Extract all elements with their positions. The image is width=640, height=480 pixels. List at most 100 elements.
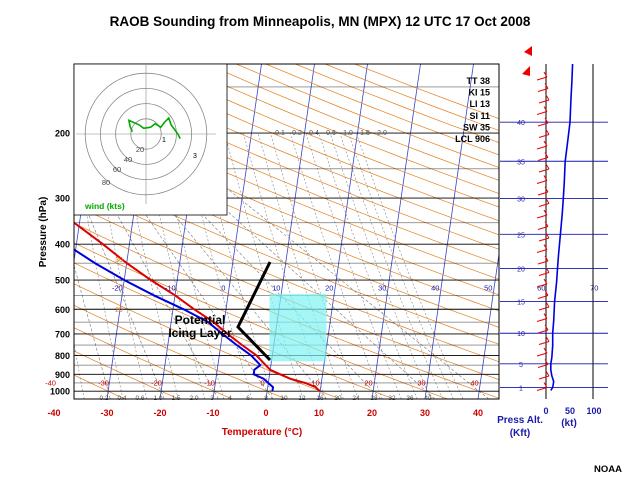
skew-label-row2: 0 xyxy=(260,378,264,387)
icing-annotation: Potential Icing Layer xyxy=(168,313,232,340)
wind-barb xyxy=(537,157,549,161)
altitude-tick-label: 20 xyxy=(517,267,525,274)
mixing-ratio-line xyxy=(318,133,418,399)
y-axis-label: Pressure (hPa) xyxy=(38,197,49,268)
mixing-ratio-line xyxy=(270,133,359,399)
icing-layer-shading xyxy=(269,293,327,362)
y-tick-label: 200 xyxy=(55,129,70,139)
wind-barb xyxy=(538,168,550,173)
icing-bracket xyxy=(236,261,272,362)
dewpoint-profile xyxy=(74,248,275,392)
isotherm-line xyxy=(371,64,421,399)
wind-barb xyxy=(543,71,548,78)
dry-adiabat xyxy=(0,64,71,399)
index-sw: SW 35 xyxy=(463,122,490,132)
mixing-ratio-line xyxy=(305,133,402,399)
hodograph-ring-label: 80 xyxy=(102,178,110,187)
mixing-ratio-label-top: 0.4 xyxy=(309,130,319,137)
wind-barb xyxy=(536,283,548,288)
wind-barb xyxy=(543,347,548,354)
wind-barb xyxy=(544,359,549,365)
x-tick-label: -40 xyxy=(47,408,60,418)
hodograph-marker-label: 1 xyxy=(162,137,166,144)
credit: NOAA xyxy=(594,464,622,475)
wind-speed-tick-label: 0 xyxy=(543,406,548,416)
skew-label-row2: -30 xyxy=(98,378,109,387)
index-tt: TT 38 xyxy=(466,76,490,86)
wind-barb xyxy=(545,163,550,170)
mixing-ratio-line xyxy=(289,133,383,399)
dry-adiabat xyxy=(74,222,499,399)
x-tick-label: 0 xyxy=(263,408,268,418)
x-tick-label: 20 xyxy=(367,408,377,418)
dry-adiabat xyxy=(74,242,448,399)
mixing-ratio-label-top: 2.0 xyxy=(377,130,387,137)
index-ki: KI 15 xyxy=(468,88,490,98)
adiabat-side-label: 20 xyxy=(115,307,123,314)
moist-adiabat xyxy=(131,124,436,399)
x-tick-label: 40 xyxy=(473,408,483,418)
y-tick-label: 500 xyxy=(55,276,70,286)
x-tick-label: 10 xyxy=(314,408,324,418)
mixing-ratio-line xyxy=(141,133,205,399)
skew-label-row2: -40 xyxy=(45,378,56,387)
mixing-ratio-line xyxy=(243,133,326,399)
moist-adiabat xyxy=(83,124,273,399)
altitude-tick-label: 10 xyxy=(517,331,525,338)
mixing-ratio-line xyxy=(199,133,274,399)
wind-barb xyxy=(538,237,550,242)
wind-speed-profile xyxy=(549,64,574,391)
moist-adiabat xyxy=(74,135,219,399)
dry-adiabat xyxy=(74,304,287,399)
mixing-ratio-label-top: 0.2 xyxy=(292,130,302,137)
wind-barb xyxy=(545,198,550,204)
skew-label-row1: 0 xyxy=(221,283,225,292)
y-tick-label: 1000 xyxy=(50,387,70,397)
moist-adiabat xyxy=(147,124,490,399)
wind-barb xyxy=(544,117,549,124)
mixing-ratio-label-top: 1.5 xyxy=(360,130,370,137)
y-tick-label: 600 xyxy=(55,305,70,315)
dry-adiabat xyxy=(74,350,180,399)
index-li: LI 13 xyxy=(469,99,490,109)
wind-barb xyxy=(537,295,549,299)
skew-label-row1: 20 xyxy=(325,283,333,292)
moist-adiabat xyxy=(99,124,327,399)
dry-adiabat xyxy=(117,64,499,222)
wind-barb xyxy=(545,267,550,273)
wind-speed-tick-label: 50 xyxy=(565,406,575,416)
wind-flag xyxy=(522,66,530,76)
x-tick-label: -20 xyxy=(153,408,166,418)
wind-barb xyxy=(536,145,548,150)
hodograph-legend: wind (kts) xyxy=(84,201,125,211)
hodograph-ring-label: 60 xyxy=(113,165,121,174)
x-tick-label: -30 xyxy=(100,408,113,418)
wind-barb xyxy=(537,191,549,196)
wind-barb xyxy=(536,180,548,184)
altitude-tick-label: 25 xyxy=(517,232,525,239)
y-tick-label: 900 xyxy=(55,370,70,380)
dry-adiabat xyxy=(74,327,233,399)
altitude-tick-label: 15 xyxy=(517,300,525,307)
hodograph-ring-label: 20 xyxy=(136,145,144,154)
wind-barb xyxy=(537,329,549,334)
mixing-ratio-line xyxy=(119,133,179,399)
mixing-ratio-label-top: 1.0 xyxy=(343,130,353,137)
skew-label-row1: 40 xyxy=(431,283,439,292)
mixing-ratio-label-top: 0.1 xyxy=(275,130,285,137)
y-tick-label: 700 xyxy=(55,329,70,339)
wind-barb xyxy=(544,152,549,158)
altitude-tick-label: 40 xyxy=(517,120,525,127)
wind-barb xyxy=(543,278,548,285)
wind-barb xyxy=(545,370,550,377)
wind-barb xyxy=(543,140,548,147)
y-tick-label: 300 xyxy=(55,194,70,204)
wind-barb xyxy=(536,111,548,115)
wind-barb xyxy=(543,313,548,319)
wind-barb xyxy=(537,260,549,265)
dry-adiabat xyxy=(88,64,499,236)
wind-barb xyxy=(545,336,550,342)
